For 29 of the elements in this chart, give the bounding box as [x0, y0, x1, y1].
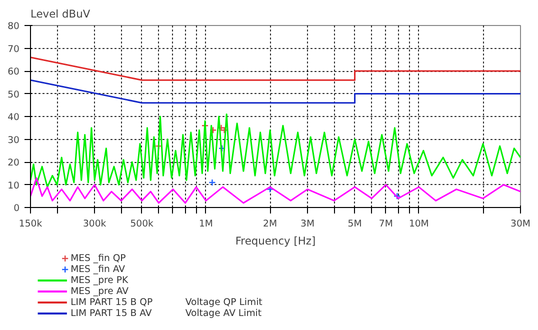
y-tick-label: 60 — [8, 66, 20, 78]
y-tick-label: 10 — [8, 180, 20, 192]
y-tick-label: 0 — [14, 203, 20, 214]
y-tick-label: 50 — [8, 89, 20, 100]
y-tick-label: 80 — [8, 21, 20, 32]
x-tick-label: 300k — [83, 218, 107, 230]
y-axis-title: Level dBuV — [30, 8, 91, 20]
text: Voltage AV Limit — [185, 308, 262, 319]
text: Voltage QP Limit — [185, 297, 263, 308]
legend-label: MES _pre AV — [70, 286, 130, 297]
x-tick-label: 2M — [263, 218, 278, 230]
x-axis-title: Frequency [Hz] — [235, 234, 316, 248]
y-tick-label: 30 — [8, 134, 20, 146]
y-tick-label: 20 — [8, 158, 20, 168]
x-tick-label: 5M — [348, 218, 362, 230]
legend-label: LIM PART 15 B QP — [70, 297, 153, 308]
legend-label: LIM PART 15 B AV — [70, 308, 152, 319]
y-tick-label: 70 — [8, 44, 20, 55]
y-tick-label: 40 — [8, 112, 20, 123]
x-tick-label: 7M — [378, 218, 393, 230]
x-tick-label: 10M — [408, 218, 429, 230]
x-tick-label: 30M — [510, 218, 530, 230]
legend-label: MES _fin AV — [70, 264, 126, 275]
x-tick-label: 3M — [300, 218, 315, 230]
legend-label: MES _fin QP — [70, 253, 126, 264]
x-tick-label: 500k — [130, 218, 154, 230]
x-tick-label: 150k — [18, 218, 43, 230]
legend-label: MES _pre PK — [70, 275, 129, 286]
x-tick-label: 1M — [198, 218, 213, 230]
